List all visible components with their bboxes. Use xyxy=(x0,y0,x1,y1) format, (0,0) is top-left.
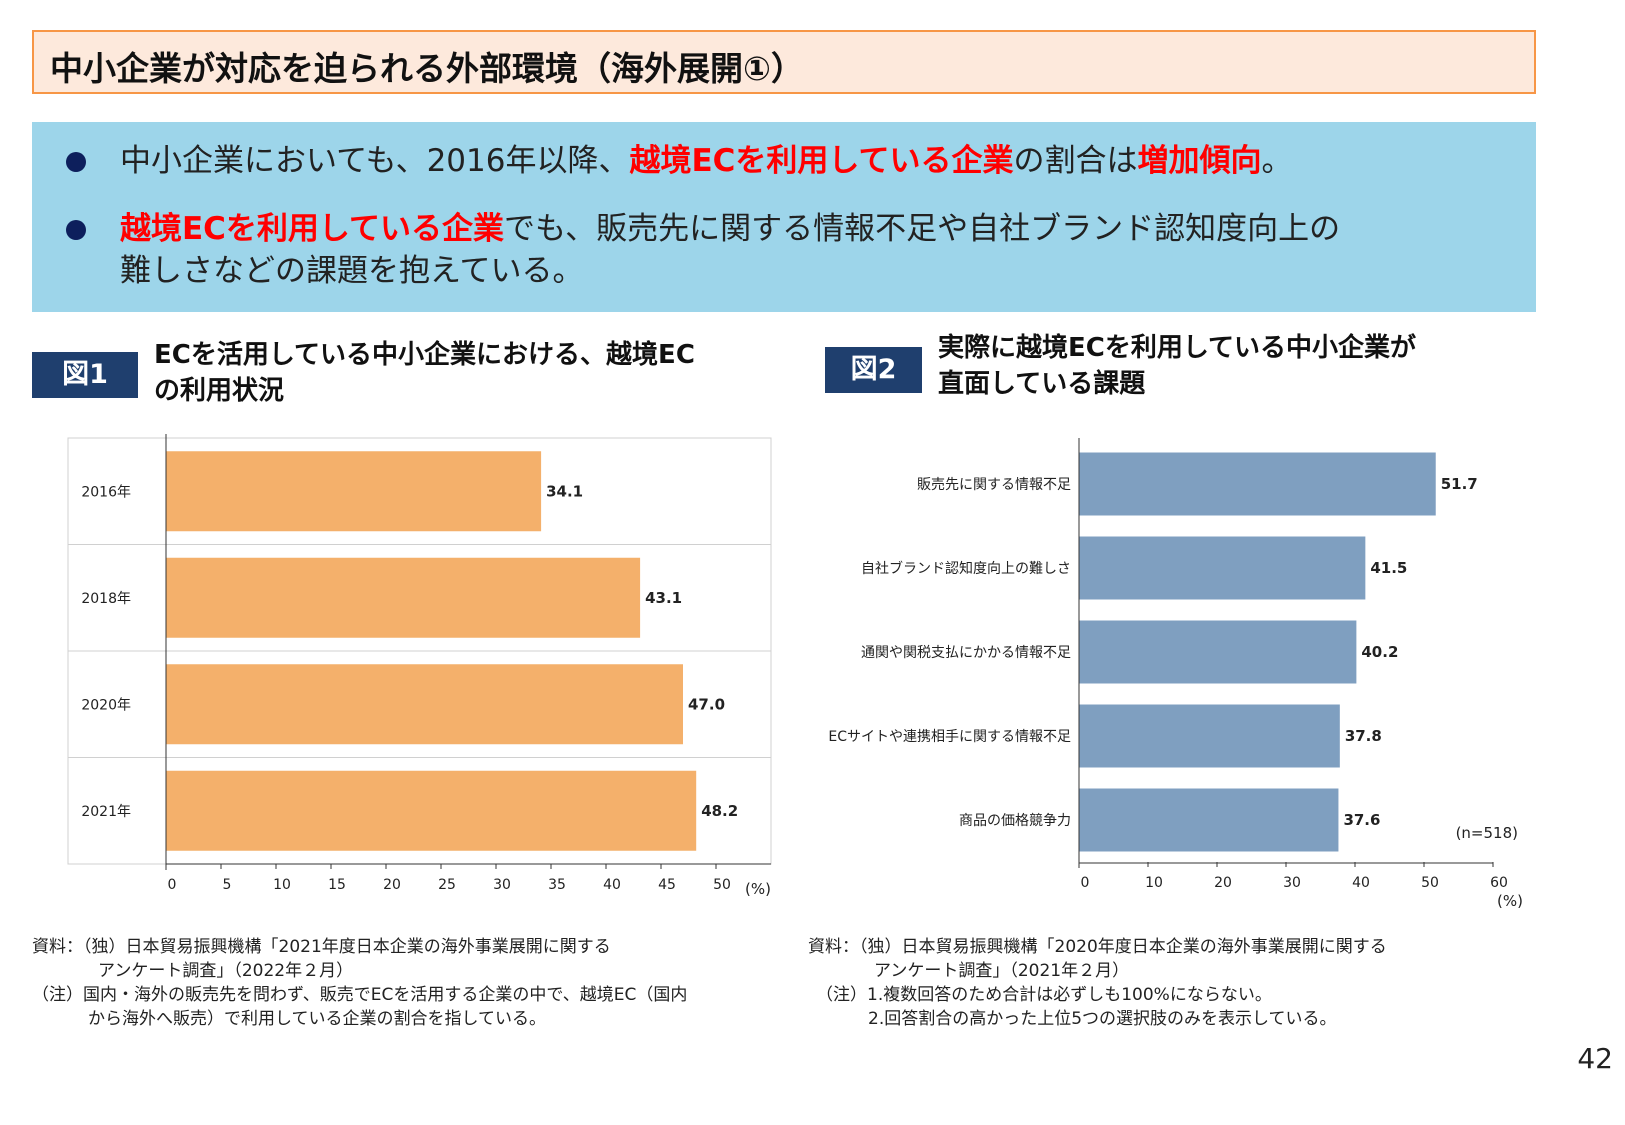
data-label: 47.0 xyxy=(688,695,725,713)
category-label: 2018年 xyxy=(81,591,131,607)
bar xyxy=(166,664,683,745)
bar xyxy=(1079,452,1436,516)
title-line: 実際に越境ECを利用している中小企業が xyxy=(938,333,1417,363)
data-label: 40.2 xyxy=(1361,643,1398,661)
chart-1: 2016年 34.1 2018年 43.1 2020年 47.0 2021年 48.2 0 5 10… xyxy=(67,434,772,898)
title-box: 中小企業が対応を迫られる外部環境（海外展開①） xyxy=(32,30,1536,94)
category-label: 販売先に関する情報不足 xyxy=(917,477,1071,493)
x-tick-label: 25 xyxy=(438,877,456,893)
figure1-title: ECを活用している中小企業における、越境EC の利用状況 xyxy=(154,337,695,409)
source: アンケート調査」（2022年２月） xyxy=(98,961,354,981)
note: 2.回答割合の高かった上位5つの選択肢のみを表示している。 xyxy=(868,1009,1337,1029)
x-tick-label: 20 xyxy=(1214,875,1232,891)
bar xyxy=(1079,620,1357,684)
x-tick-label: 10 xyxy=(1145,875,1163,891)
data-label: 37.8 xyxy=(1345,727,1382,745)
page-title: 中小企業が対応を迫られる外部環境（海外展開①） xyxy=(50,49,804,88)
bar xyxy=(1079,536,1366,600)
text: 中小企業においても、2016年以降、 xyxy=(120,143,630,179)
bar xyxy=(1079,704,1340,768)
title-line: ECを活用している中小企業における、越境EC xyxy=(154,340,695,370)
x-tick-label: 50 xyxy=(713,877,731,893)
figure2-tag: 図2 xyxy=(825,347,922,393)
x-tick-label: 30 xyxy=(1283,875,1301,891)
data-label: 48.2 xyxy=(701,802,738,820)
x-tick-label: 5 xyxy=(223,877,232,893)
text: の割合は xyxy=(1013,143,1138,179)
highlight: 越境ECを利用している企業 xyxy=(120,211,504,247)
category-label: 自社ブランド認知度向上の難しさ xyxy=(861,560,1071,577)
title-line: の利用状況 xyxy=(154,376,285,406)
data-label: 34.1 xyxy=(546,482,583,500)
category-label: ECサイトや連携相手に関する情報不足 xyxy=(828,729,1071,745)
summary-box: 中小企業においても、2016年以降、越境ECを利用している企業の割合は増加傾向。… xyxy=(32,122,1536,312)
x-tick-label: 40 xyxy=(1352,875,1370,891)
source: 資料：（独）日本貿易振興機構「2021年度日本企業の海外事業展開に関する xyxy=(32,937,611,957)
bullet-dot-icon xyxy=(66,152,86,172)
text: 難しさなどの課題を抱えている。 xyxy=(120,253,584,289)
x-unit-label: (%) xyxy=(1497,892,1523,910)
data-label: 43.1 xyxy=(645,589,682,607)
sample-size-annotation: (n=518) xyxy=(1456,824,1518,842)
category-label: 2016年 xyxy=(81,484,131,500)
bullet-dot-icon xyxy=(66,220,86,240)
x-tick-label: 15 xyxy=(328,877,346,893)
bar xyxy=(166,451,542,532)
text: 。 xyxy=(1261,143,1293,179)
x-tick-label: 35 xyxy=(548,877,566,893)
source: アンケート調査」（2021年２月） xyxy=(874,961,1130,981)
x-tick-label: 60 xyxy=(1490,875,1508,891)
data-label: 37.6 xyxy=(1343,811,1380,829)
x-tick-label: 20 xyxy=(383,877,401,893)
figure2-title: 実際に越境ECを利用している中小企業が 直面している課題 xyxy=(938,330,1416,402)
note: （注）1.複数回答のため合計は必ずしも100%にならない。 xyxy=(816,985,1272,1005)
bar xyxy=(166,557,641,638)
x-tick-label: 0 xyxy=(168,877,177,893)
title-line: 直面している課題 xyxy=(938,369,1146,399)
x-tick-label: 45 xyxy=(658,877,676,893)
x-tick-label: 50 xyxy=(1421,875,1439,891)
chart-2: 販売先に関する情報不足 51.7 自社ブランド認知度向上の難しさ 41.5 通関や関税支… xyxy=(828,438,1523,910)
note: （注）国内・海外の販売先を問わず、販売でECを活用する企業の中で、越境EC（国内 xyxy=(32,985,688,1005)
figure1-tag: 図1 xyxy=(32,352,138,398)
highlight: 増加傾向 xyxy=(1137,143,1262,179)
category-label: 商品の価格競争力 xyxy=(959,813,1071,829)
text: でも、販売先に関する情報不足や自社ブランド認知度向上の xyxy=(504,211,1341,247)
category-label: 2020年 xyxy=(81,697,131,713)
data-label: 41.5 xyxy=(1370,559,1407,577)
page-number: 42 xyxy=(1577,1042,1613,1075)
x-tick-label: 30 xyxy=(493,877,511,893)
x-tick-label: 40 xyxy=(603,877,621,893)
figure1-notes: 資料：（独）日本貿易振興機構「2021年度日本企業の海外事業展開に関する アンケ… xyxy=(32,935,687,1031)
category-label: 2021年 xyxy=(81,804,131,820)
x-tick-label: 10 xyxy=(273,877,291,893)
x-tick-label: 0 xyxy=(1081,875,1090,891)
note: から海外へ販売）で利用している企業の割合を指している。 xyxy=(88,1009,546,1029)
figure2-notes: 資料：（独）日本貿易振興機構「2020年度日本企業の海外事業展開に関する アンケ… xyxy=(808,935,1387,1031)
bullet-2: 越境ECを利用している企業でも、販売先に関する情報不足や自社ブランド認知度向上の… xyxy=(66,208,1341,292)
data-label: 51.7 xyxy=(1441,475,1478,493)
category-label: 通関や関税支払にかかる情報不足 xyxy=(861,645,1071,661)
bullet-1: 中小企業においても、2016年以降、越境ECを利用している企業の割合は増加傾向。 xyxy=(66,140,1293,182)
bar xyxy=(166,770,697,851)
bar xyxy=(1079,788,1339,852)
source: 資料：（独）日本貿易振興機構「2020年度日本企業の海外事業展開に関する xyxy=(808,937,1387,957)
highlight: 越境ECを利用している企業 xyxy=(629,143,1014,179)
x-unit-label: (%) xyxy=(745,880,771,898)
